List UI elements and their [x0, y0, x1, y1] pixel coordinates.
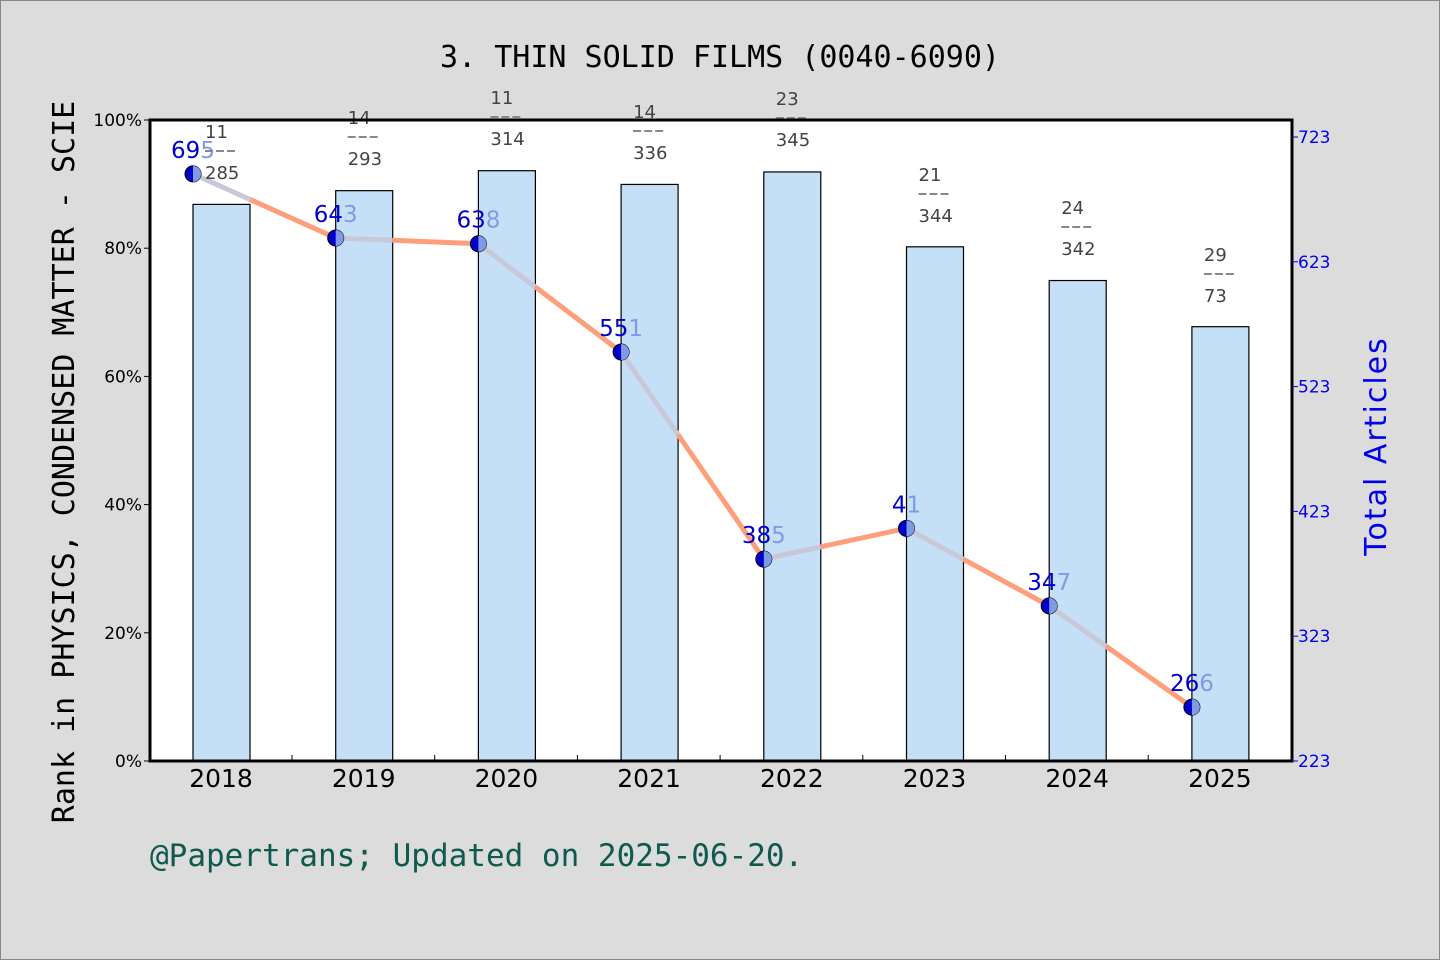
line-segment [335, 235, 393, 243]
fraction-total: 336 [633, 143, 667, 164]
right-tick-label: 423 [1298, 502, 1330, 522]
point-overlay [1049, 597, 1058, 614]
bar-2021 [620, 183, 679, 762]
line-group: 695 643 638 551 385 41 347 266 [171, 138, 1214, 716]
line-segment [1104, 644, 1194, 710]
point-overlay [193, 165, 201, 182]
fraction-total: 285 [205, 163, 239, 184]
line-segment [905, 526, 965, 562]
line-segment [191, 171, 252, 202]
fraction-rank: 11 [490, 88, 513, 109]
fraction-total: 73 [1204, 286, 1227, 307]
fraction-total: 293 [348, 149, 382, 170]
x-tick-label: 2021 [617, 764, 681, 793]
left-tick-label: 0% [115, 752, 142, 772]
point-overlay [621, 344, 630, 361]
line-segment [476, 241, 537, 289]
plot-border [148, 118, 1294, 763]
bar-2022 [763, 171, 822, 762]
point-label: 551 [599, 316, 643, 342]
x-tick-label: 2025 [1188, 764, 1252, 793]
left-tick-label: 60% [104, 367, 142, 387]
fraction-total: 344 [919, 206, 953, 227]
line-segment [962, 557, 1051, 609]
left-axis-label: Rank in PHYSICS, CONDENSED MATTER - SCIE [47, 101, 82, 823]
point-label: 385 [742, 523, 786, 549]
right-axis: 223 323 423 523 623 723 [1292, 128, 1330, 772]
point-label: 41 [892, 492, 921, 518]
line-segment [763, 544, 822, 562]
left-tick-label: 80% [104, 239, 142, 259]
x-tick-label: 2019 [332, 764, 396, 793]
right-axis-label: Total Articles [1359, 336, 1394, 556]
bars-group [192, 170, 1250, 762]
x-tick-label: 2024 [1045, 764, 1109, 793]
chart-title: 3. THIN SOLID FILMS (0040-6090) [440, 40, 1000, 75]
x-tick-label: 2020 [475, 764, 539, 793]
point-overlay [763, 551, 772, 568]
x-axis: 2018 2019 2020 2021 2022 2023 2024 2025 [189, 755, 1252, 793]
right-tick-label: 723 [1298, 128, 1330, 148]
left-tick-label: 100% [93, 111, 142, 131]
point-overlay [906, 520, 915, 537]
point-label: 695 [171, 138, 215, 164]
line-segment [248, 197, 337, 241]
left-axis: 0% 20% 40% 60% 80% 100% [93, 111, 150, 772]
footer-credit: @Papertrans; Updated on 2025-06-20. [150, 838, 803, 874]
left-tick-label: 40% [104, 496, 142, 516]
point-label: 347 [1027, 570, 1071, 596]
right-tick-label: 523 [1298, 378, 1330, 398]
line-segment [820, 525, 908, 550]
bar-2019 [335, 190, 394, 762]
fraction-rank: 11 [205, 122, 228, 143]
x-tick-label: 2018 [189, 764, 253, 793]
point-label: 638 [456, 208, 500, 234]
bar-2020 [477, 170, 536, 762]
line-segment [676, 433, 766, 561]
bar-2018 [192, 203, 251, 762]
fraction-rank: 14 [633, 102, 656, 123]
left-tick-label: 20% [104, 624, 142, 644]
fraction-total: 345 [776, 130, 810, 151]
line-segment [1047, 603, 1108, 649]
x-tick-label: 2022 [760, 764, 824, 793]
point-label: 266 [1170, 671, 1214, 697]
line-segment [619, 350, 681, 437]
line-segment [533, 284, 623, 355]
point-overlay [478, 235, 487, 252]
point-overlay [335, 229, 344, 246]
point-label: 643 [314, 202, 358, 228]
fraction-total: 342 [1061, 239, 1095, 260]
right-tick-label: 623 [1298, 253, 1330, 273]
line-segment [392, 237, 479, 247]
right-tick-label: 223 [1298, 752, 1330, 772]
point-overlay [1191, 699, 1200, 716]
fraction-rank: 24 [1061, 198, 1084, 219]
x-tick-label: 2023 [903, 764, 967, 793]
fraction-rank: 29 [1204, 245, 1227, 266]
bar-2024 [1048, 279, 1107, 762]
fraction-rank: 23 [776, 89, 799, 110]
fraction-rank: 21 [919, 165, 942, 186]
fraction-total: 314 [490, 129, 524, 150]
right-tick-label: 323 [1298, 627, 1330, 647]
